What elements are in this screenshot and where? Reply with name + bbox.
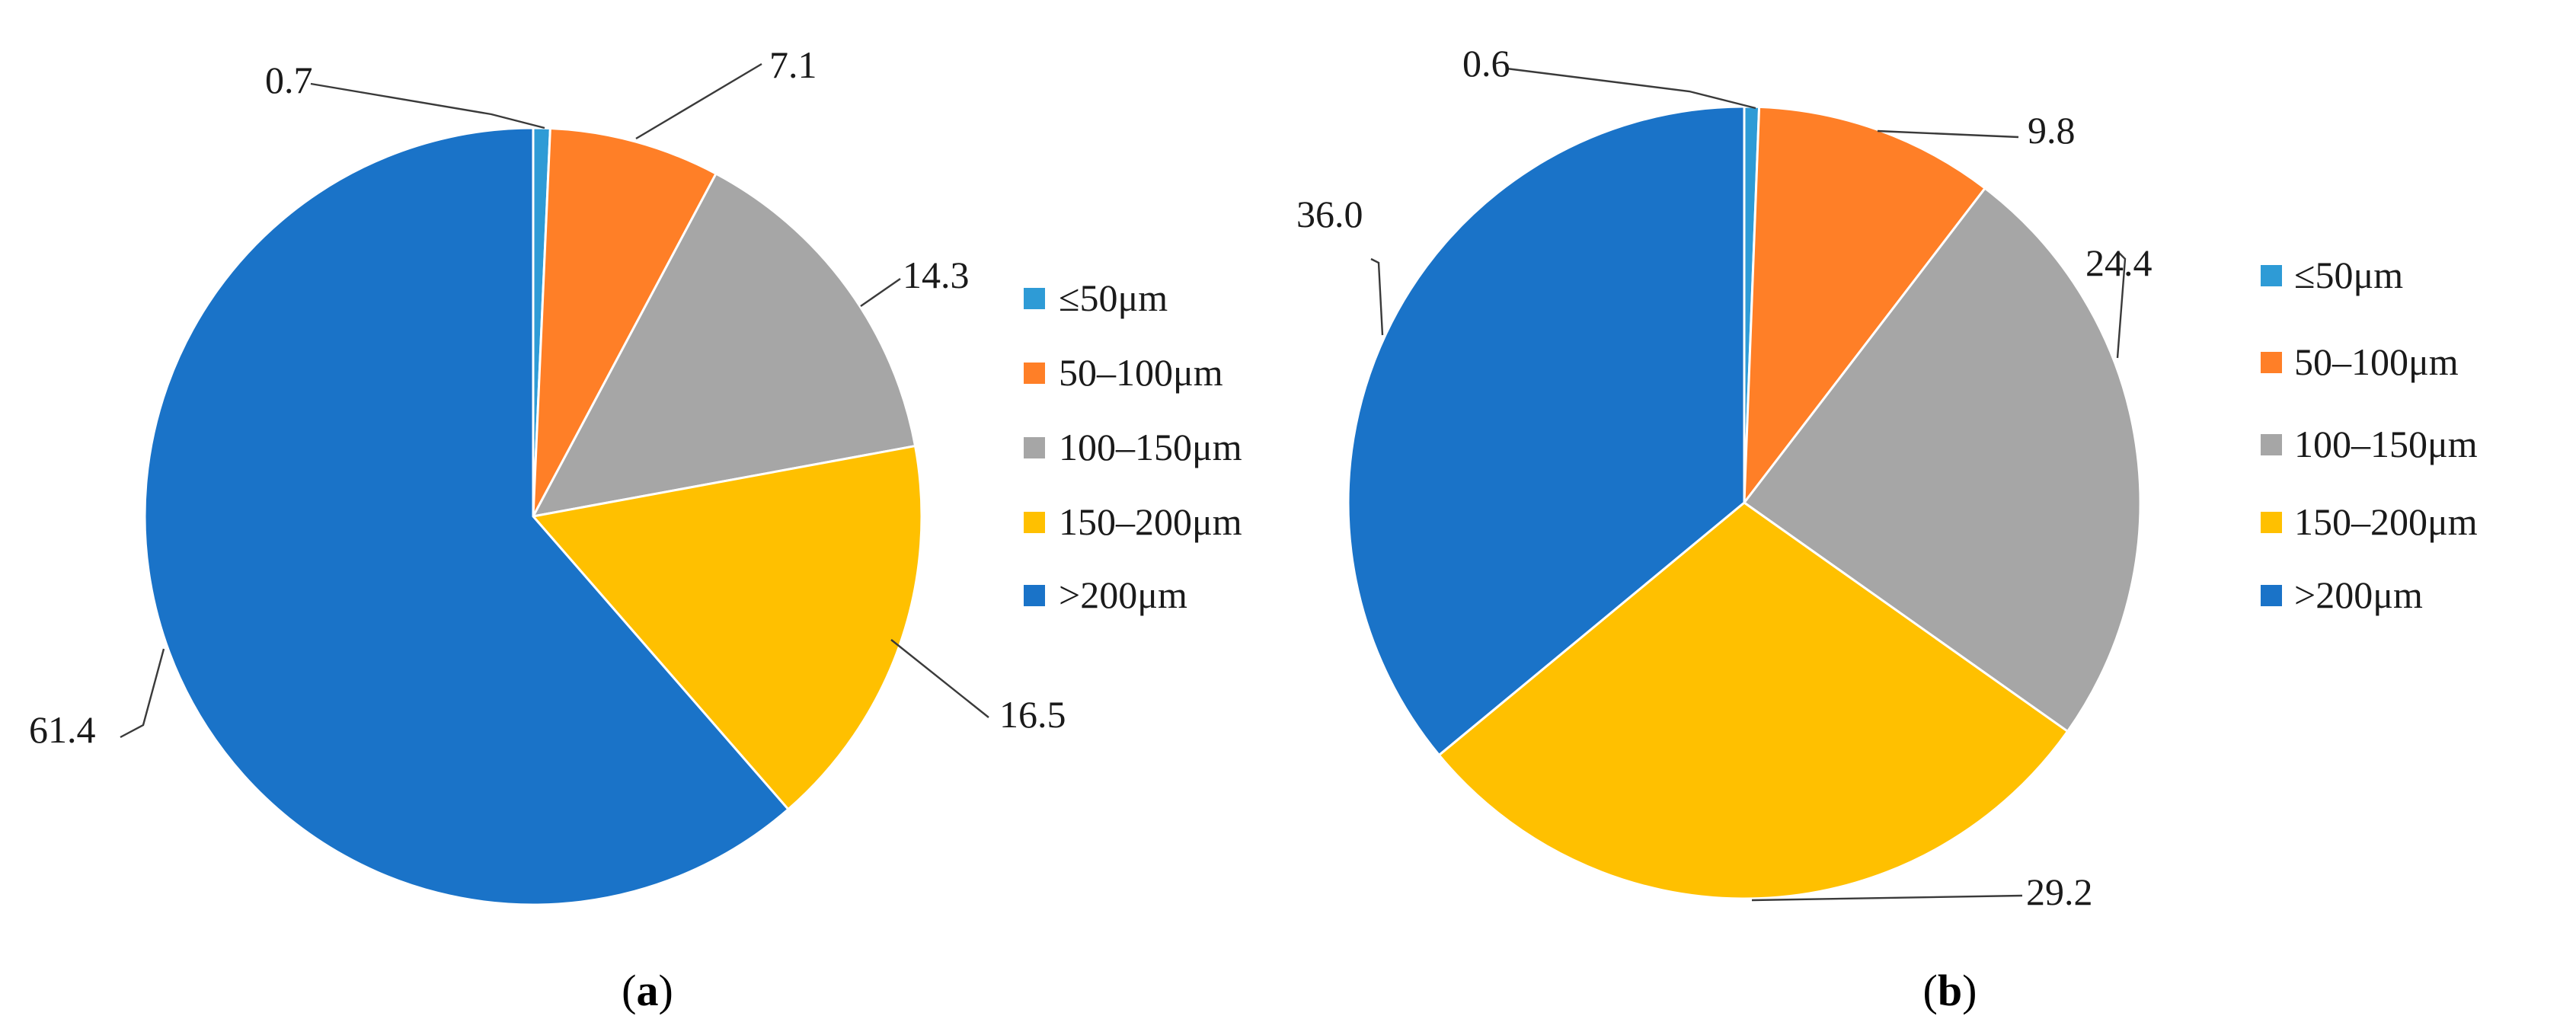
pie-b-data-label: 29.2 (2026, 870, 2093, 913)
pie-a-data-label: 14.3 (903, 254, 970, 296)
pie-chart-b: 0.6 9.8 24.4 29.2 36.0 ≤50μm 50–100μm 10… (1296, 42, 2478, 1015)
slice-50-100 (532, 126, 718, 517)
legend-item: >200μm (1024, 573, 1187, 616)
legend-item: 100–150μm (2261, 423, 2478, 465)
legend-swatch (2261, 512, 2282, 533)
slice-50-100 (1743, 105, 1987, 506)
pie-a-data-label: 61.4 (29, 708, 96, 751)
pie-b-data-labels: 0.6 9.8 24.4 29.2 36.0 (1296, 42, 2153, 913)
leader-line (860, 278, 901, 307)
legend-label: 150–200μm (1059, 500, 1242, 543)
legend-label: 100–150μm (2294, 423, 2478, 465)
pie-b-data-label: 0.6 (1462, 42, 1510, 85)
legend-item: 150–200μm (1024, 500, 1242, 543)
legend-label: ≤50μm (2294, 254, 2403, 296)
caption-letter: a (637, 966, 659, 1015)
legend-item: 50–100μm (1024, 351, 1223, 394)
legend-label: >200μm (2294, 573, 2423, 616)
slice-150-200 (1437, 501, 2069, 900)
legend-label: 50–100μm (2294, 340, 2459, 383)
legend-label: 150–200μm (2294, 500, 2478, 543)
slice-gt200 (143, 126, 790, 906)
legend-swatch (2261, 265, 2282, 286)
pie-b-data-label: 9.8 (2028, 109, 2076, 152)
leader-line (1506, 67, 1756, 110)
leader-line (1751, 894, 2023, 902)
caption-letter: b (1938, 966, 1962, 1015)
legend-swatch (2261, 585, 2282, 606)
leader-line (1877, 129, 2019, 139)
legend-swatch (1024, 585, 1045, 606)
legend-label: >200μm (1059, 573, 1187, 616)
pie-a-data-labels: 0.7 7.1 14.3 16.5 61.4 (29, 43, 1066, 751)
legend-item: >200μm (2261, 573, 2423, 616)
panel-caption-a: (a) (622, 966, 673, 1015)
legend-label: ≤50μm (1059, 276, 1168, 319)
legend-swatch (1024, 437, 1045, 458)
legend-item: ≤50μm (2261, 254, 2403, 296)
legend-label: 50–100μm (1059, 351, 1223, 394)
pie-a-leader-lines (120, 62, 989, 739)
legend-swatch (2261, 434, 2282, 455)
pie-a-data-label: 0.7 (265, 59, 313, 101)
slice-gt200 (1347, 105, 1746, 757)
legend-item: 150–200μm (2261, 500, 2478, 543)
panel-caption-b: (b) (1923, 966, 1977, 1015)
leader-line (890, 639, 989, 718)
legend-item: ≤50μm (1024, 276, 1168, 319)
legend-swatch (1024, 512, 1045, 533)
caption-paren-open: ( (1923, 966, 1938, 1015)
slice-100-150 (531, 172, 917, 519)
leader-line (2116, 251, 2127, 359)
caption-paren-close: ) (1962, 966, 1977, 1015)
legend-swatch (2261, 352, 2282, 373)
pie-a-data-label: 16.5 (999, 693, 1066, 736)
legend-item: 100–150μm (1024, 426, 1242, 468)
caption-paren-open: ( (622, 966, 636, 1015)
leader-line (120, 648, 165, 739)
legend-swatch (1024, 288, 1045, 309)
pie-a-legend: ≤50μm 50–100μm 100–150μm 150–200μm >200μ… (1024, 276, 1242, 616)
slice-150-200 (531, 444, 923, 811)
pie-a-data-label: 7.1 (769, 43, 817, 86)
pie-b-legend: ≤50μm 50–100μm 100–150μm 150–200μm >200μ… (2261, 254, 2478, 616)
legend-label: 100–150μm (1059, 426, 1242, 468)
pie-a-slices (143, 126, 923, 906)
legend-item: 50–100μm (2261, 340, 2459, 383)
leader-line (635, 62, 762, 140)
leader-line (310, 82, 545, 129)
caption-paren-close: ) (659, 966, 673, 1015)
pie-chart-a: 0.7 7.1 14.3 16.5 61.4 ≤50μm 50–100μm 10… (29, 43, 1242, 1015)
pie-b-leader-lines (1370, 67, 2127, 902)
leader-line (1370, 257, 1384, 336)
pie-b-data-label: 24.4 (2085, 241, 2153, 284)
slice-100-150 (1742, 187, 2142, 733)
pie-b-data-label: 36.0 (1296, 193, 1363, 235)
legend-swatch (1024, 363, 1045, 384)
pie-b-slices (1347, 105, 2142, 900)
